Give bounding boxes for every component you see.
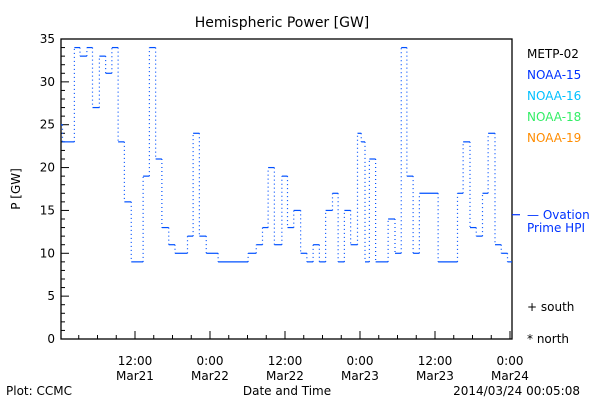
x-tick-label-date: Mar22 — [266, 369, 304, 383]
y-tick-label: 10 — [40, 246, 55, 260]
x-tick-label-date: Mar21 — [116, 369, 154, 383]
ovation-prime-label: — Ovation — [527, 208, 590, 222]
x-tick-label-date: Mar22 — [191, 369, 229, 383]
x-tick-label-time: 12:00 — [418, 354, 453, 368]
x-tick-label-time: 0:00 — [497, 354, 524, 368]
x-tick-label-time: 0:00 — [197, 354, 224, 368]
plot-frame — [60, 38, 513, 340]
legend-entry: NOAA-15 — [527, 68, 581, 82]
marker-south-label: + south — [527, 300, 574, 314]
legend-entry: NOAA-19 — [527, 131, 581, 145]
legend-entry: METP-02 — [527, 47, 579, 61]
x-tick-label-date: Mar24 — [491, 369, 529, 383]
y-tick-label: 20 — [40, 161, 55, 175]
y-tick-label: 15 — [40, 203, 55, 217]
y-tick-label: 35 — [40, 32, 55, 46]
chart-title: Hemispheric Power [GW] — [195, 15, 370, 31]
x-tick-label-time: 12:00 — [118, 354, 153, 368]
x-tick-label-time: 12:00 — [268, 354, 303, 368]
marker-north-label: * north — [527, 332, 569, 346]
footer-plot-credit: Plot: CCMC — [6, 384, 72, 398]
x-tick-label-time: 0:00 — [347, 354, 374, 368]
y-tick-label: 0 — [47, 332, 55, 346]
x-axis-label: Date and Time — [243, 384, 331, 398]
x-tick-label-date: Mar23 — [416, 369, 454, 383]
legend-entry: NOAA-18 — [527, 110, 581, 124]
x-tick-label-date: Mar23 — [341, 369, 379, 383]
y-tick-label: 25 — [40, 118, 55, 132]
y-tick-label: 30 — [40, 75, 55, 89]
y-tick-label: 5 — [47, 289, 55, 303]
footer-timestamp: 2014/03/24 00:05:08 — [453, 384, 580, 398]
legend-entry: NOAA-16 — [527, 89, 581, 103]
ovation-prime-label: Prime HPI — [527, 221, 585, 235]
y-axis-label: P [GW] — [9, 168, 23, 210]
